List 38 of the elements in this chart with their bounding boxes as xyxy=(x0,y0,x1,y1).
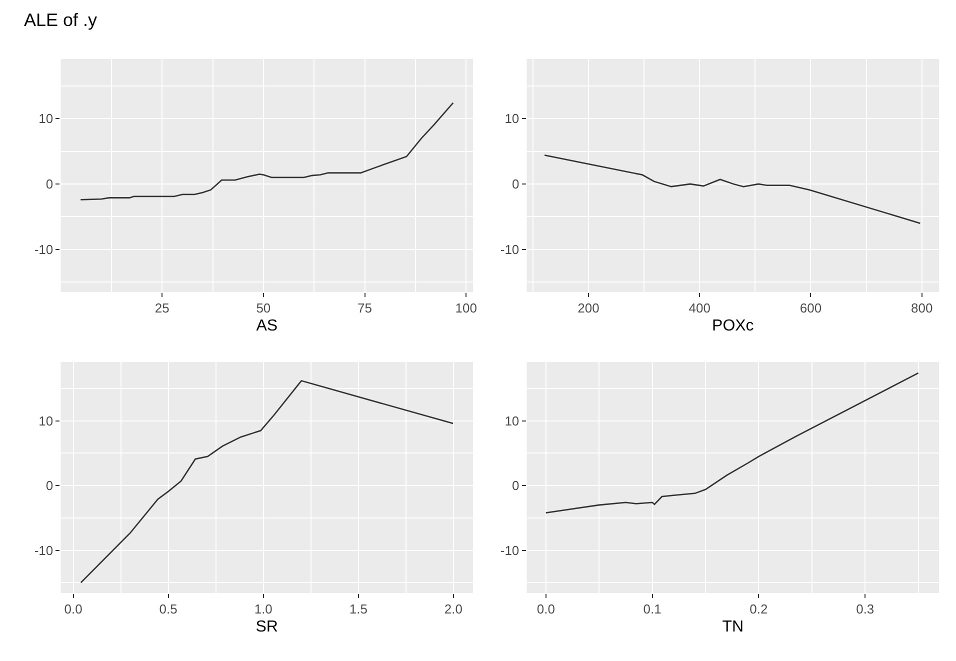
x-axis-title: TN xyxy=(722,618,744,636)
y-tick-label: 0 xyxy=(46,478,54,494)
x-tick-label: 0.5 xyxy=(159,602,178,617)
y-tick-label: -10 xyxy=(34,542,54,558)
y-tick-label: 0 xyxy=(512,176,520,192)
line-series xyxy=(80,380,454,584)
x-tick-label: 0.2 xyxy=(750,602,768,617)
x-tick-label: 1.0 xyxy=(254,602,272,617)
y-tick-label: 0 xyxy=(512,478,520,494)
x-axis-title: AS xyxy=(256,317,278,334)
x-axis-title: SR xyxy=(256,618,278,636)
x-tick-label: 0.0 xyxy=(64,602,82,617)
line-series xyxy=(544,154,921,224)
y-tick-label: 10 xyxy=(504,413,520,428)
y-tick-label: -10 xyxy=(500,242,520,258)
y-tick-label: 0 xyxy=(46,176,54,192)
chart-title: ALE of .y xyxy=(24,10,98,30)
x-tick-label: 0.3 xyxy=(856,602,874,617)
line-series xyxy=(80,102,454,200)
x-axis-title: POXc xyxy=(712,317,754,334)
x-tick-label: 0.0 xyxy=(536,602,555,617)
y-tick-label: 10 xyxy=(38,413,54,428)
x-tick-label: 25 xyxy=(154,300,170,316)
x-tick-label: 600 xyxy=(800,300,822,316)
y-tick-label: -10 xyxy=(34,242,54,258)
y-tick-label: 10 xyxy=(38,111,54,126)
x-tick-label: 50 xyxy=(256,300,271,316)
x-tick-label: 100 xyxy=(455,300,477,316)
x-tick-label: 1.5 xyxy=(349,602,368,617)
x-tick-label: 75 xyxy=(358,300,372,316)
y-tick-label: 10 xyxy=(504,111,520,126)
y-tick-label: -10 xyxy=(500,542,520,558)
line-series xyxy=(545,372,920,514)
x-tick-label: 400 xyxy=(688,300,710,316)
x-tick-label: 800 xyxy=(910,300,933,316)
x-tick-label: 0.1 xyxy=(643,602,662,617)
x-tick-label: 2.0 xyxy=(444,602,462,617)
x-tick-label: 200 xyxy=(578,300,600,316)
